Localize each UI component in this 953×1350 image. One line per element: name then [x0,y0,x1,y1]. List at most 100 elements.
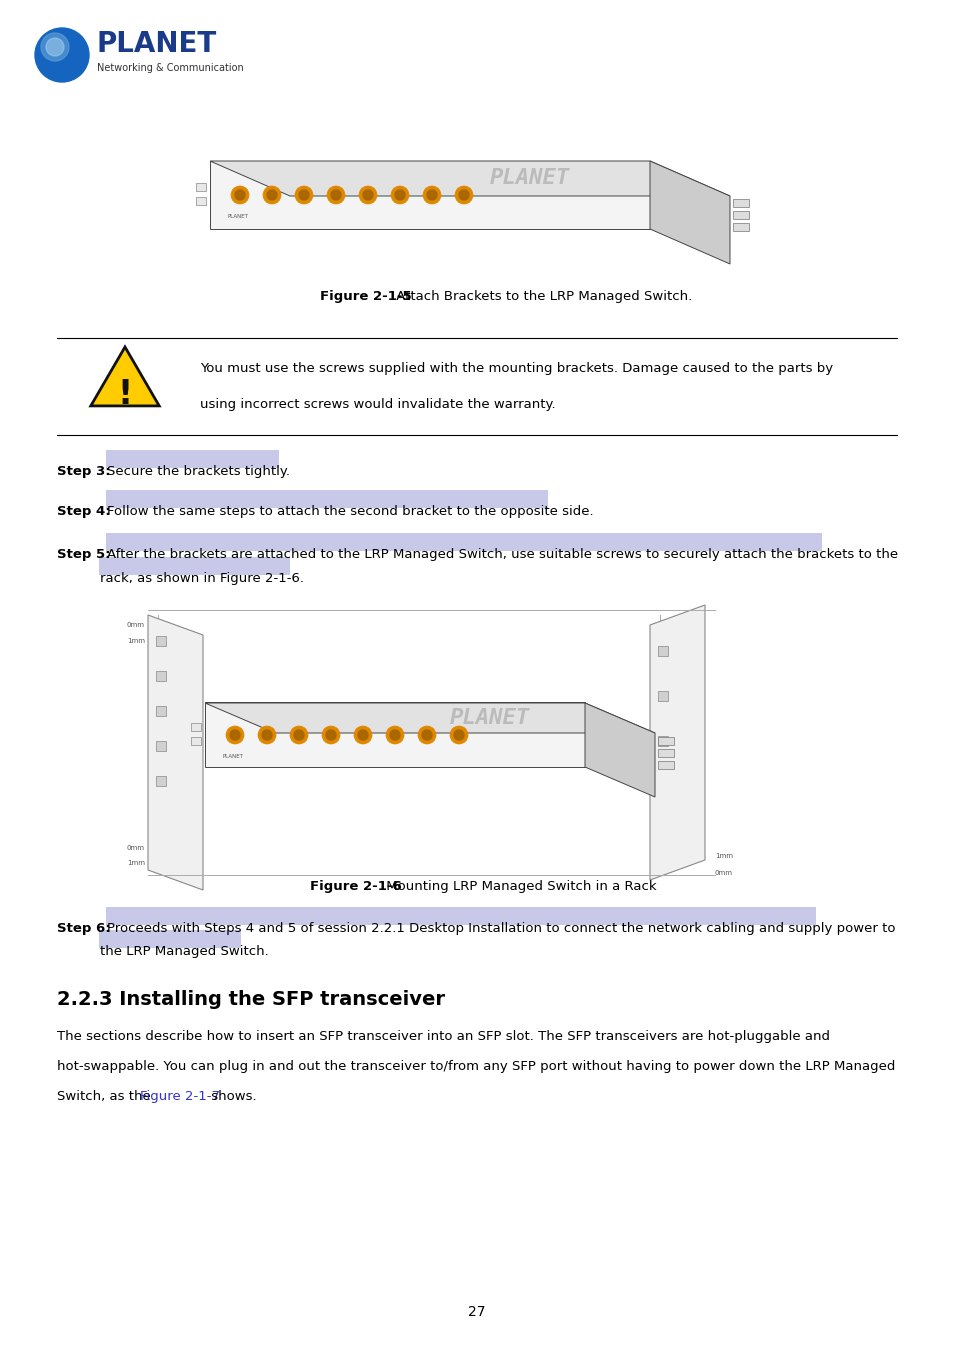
Circle shape [331,190,340,200]
FancyBboxPatch shape [156,671,166,680]
Circle shape [395,190,405,200]
FancyBboxPatch shape [658,761,673,770]
Text: Step 3:: Step 3: [57,464,115,478]
Circle shape [267,190,276,200]
Circle shape [450,726,468,744]
Text: 0mm: 0mm [714,869,732,876]
Text: Step 6:: Step 6: [57,922,115,936]
Circle shape [298,190,309,200]
FancyBboxPatch shape [732,211,748,219]
Text: Switch, as the: Switch, as the [57,1089,154,1103]
Circle shape [421,730,432,740]
Text: The sections describe how to insert an SFP transceiver into an SFP slot. The SFP: The sections describe how to insert an S… [57,1030,829,1044]
Circle shape [427,190,436,200]
Circle shape [357,730,368,740]
FancyBboxPatch shape [658,691,667,701]
FancyBboxPatch shape [107,490,547,508]
Text: 1mm: 1mm [127,860,145,865]
FancyBboxPatch shape [191,737,201,745]
Circle shape [230,730,240,740]
FancyBboxPatch shape [658,647,667,656]
FancyBboxPatch shape [210,161,649,230]
FancyBboxPatch shape [732,223,748,231]
FancyBboxPatch shape [195,197,206,205]
Text: Follow the same steps to attach the second bracket to the opposite side.: Follow the same steps to attach the seco… [108,505,594,518]
Text: 0mm: 0mm [127,622,145,628]
FancyBboxPatch shape [156,776,166,786]
Circle shape [226,726,244,744]
FancyBboxPatch shape [107,450,279,468]
Text: !: ! [117,378,132,412]
FancyBboxPatch shape [156,741,166,751]
Polygon shape [649,605,704,880]
Polygon shape [649,161,729,265]
FancyBboxPatch shape [658,749,673,757]
Circle shape [234,190,245,200]
Text: 0mm: 0mm [127,845,145,850]
Text: hot-swappable. You can plug in and out the transceiver to/from any SFP port with: hot-swappable. You can plug in and out t… [57,1060,895,1073]
Circle shape [417,726,436,744]
FancyBboxPatch shape [99,930,241,948]
Text: Figure 2-1-6: Figure 2-1-6 [310,880,401,892]
Text: rack, as shown in Figure 2-1-6.: rack, as shown in Figure 2-1-6. [100,572,304,585]
Text: You must use the screws supplied with the mounting brackets. Damage caused to th: You must use the screws supplied with th… [200,362,832,375]
Text: 1mm: 1mm [714,853,732,859]
FancyBboxPatch shape [107,907,815,925]
Text: PLANET: PLANET [450,707,530,728]
Polygon shape [148,616,203,890]
Text: Step 5:: Step 5: [57,548,115,562]
Text: shows.: shows. [207,1089,256,1103]
Circle shape [35,28,89,82]
Text: 2.2.3 Installing the SFP transceiver: 2.2.3 Installing the SFP transceiver [57,990,444,1008]
FancyBboxPatch shape [732,198,748,207]
FancyBboxPatch shape [156,706,166,716]
Circle shape [41,32,69,61]
Circle shape [294,730,304,740]
Text: the LRP Managed Switch.: the LRP Managed Switch. [100,945,269,958]
Text: Step 4:: Step 4: [57,505,115,518]
Polygon shape [210,161,729,196]
Text: 1mm: 1mm [127,639,145,644]
Circle shape [231,186,249,204]
Text: PLANET: PLANET [489,167,570,188]
FancyBboxPatch shape [99,558,290,575]
Circle shape [454,730,463,740]
Circle shape [358,186,376,204]
FancyBboxPatch shape [156,636,166,647]
Circle shape [322,726,339,744]
Text: PLANET: PLANET [228,215,249,220]
Circle shape [391,186,409,204]
Circle shape [294,186,313,204]
Circle shape [263,186,281,204]
FancyBboxPatch shape [658,736,667,747]
Circle shape [326,730,335,740]
Circle shape [455,186,473,204]
Text: Mounting LRP Managed Switch in a Rack: Mounting LRP Managed Switch in a Rack [381,880,656,892]
FancyBboxPatch shape [205,702,584,767]
Text: 27: 27 [468,1305,485,1319]
Text: Secure the brackets tightly.: Secure the brackets tightly. [108,464,290,478]
Polygon shape [91,347,159,406]
Text: Attach Brackets to the LRP Managed Switch.: Attach Brackets to the LRP Managed Switc… [392,290,692,302]
FancyBboxPatch shape [658,737,673,745]
Circle shape [390,730,399,740]
FancyBboxPatch shape [195,184,206,190]
Circle shape [363,190,373,200]
Circle shape [354,726,372,744]
Circle shape [290,726,308,744]
Circle shape [422,186,440,204]
Text: PLANET: PLANET [223,755,244,760]
Circle shape [262,730,272,740]
Circle shape [327,186,345,204]
Text: Figure 2-1-5: Figure 2-1-5 [319,290,411,302]
Circle shape [458,190,469,200]
Circle shape [46,38,64,55]
Polygon shape [584,703,655,796]
Text: After the brackets are attached to the LRP Managed Switch, use suitable screws t: After the brackets are attached to the L… [108,548,898,562]
FancyBboxPatch shape [191,724,201,730]
Polygon shape [205,703,655,733]
Text: Proceeds with Steps 4 and 5 of session 2.2.1 Desktop Installation to connect the: Proceeds with Steps 4 and 5 of session 2… [108,922,895,936]
Circle shape [257,726,275,744]
FancyBboxPatch shape [107,533,821,551]
Text: PLANET: PLANET [97,30,217,58]
